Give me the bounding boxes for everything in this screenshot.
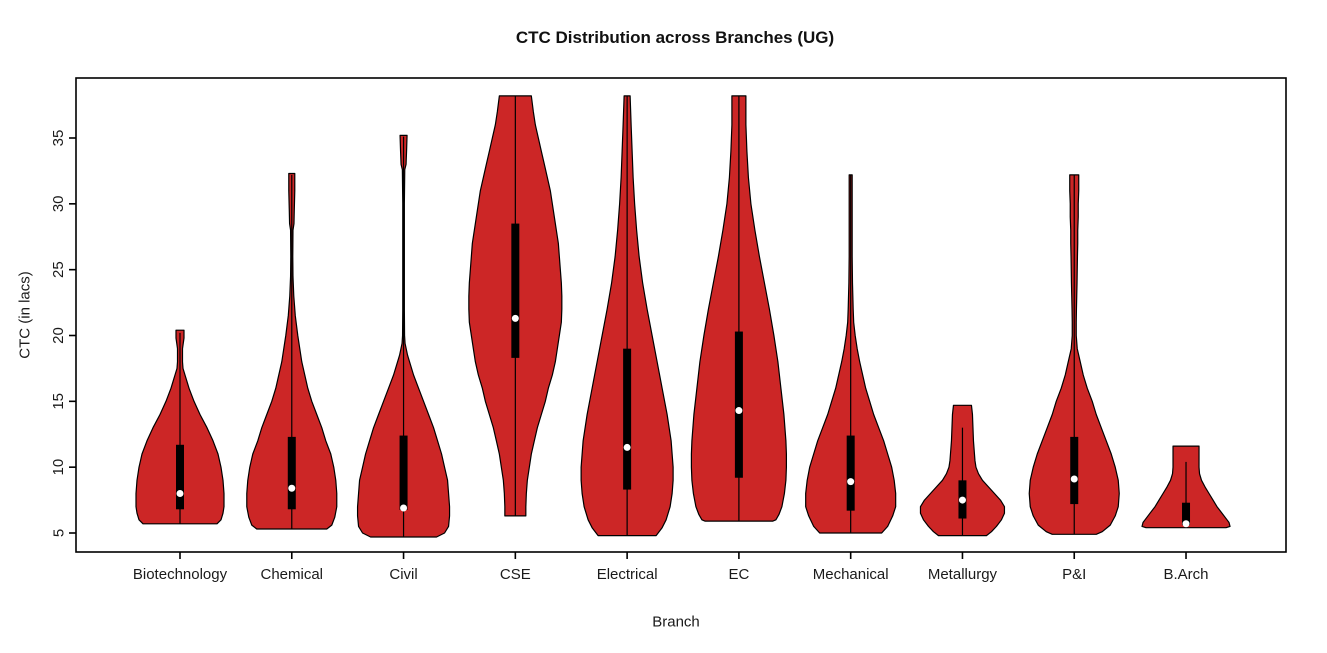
x-axis-title: Branch: [652, 613, 700, 631]
median-dot-ec: [735, 407, 743, 415]
x-tick-label-b-arch: B.Arch: [1164, 566, 1209, 583]
y-tick-label: 5: [50, 529, 67, 537]
violin-ec: [690, 95, 787, 522]
median-dot-cse: [511, 314, 519, 322]
median-dot-metallurgy: [958, 496, 966, 504]
violin-electrical: [580, 95, 674, 537]
x-tick-label-p-i: P&I: [1062, 566, 1086, 583]
violin-mechanical: [805, 174, 897, 534]
x-tick-label-electrical: Electrical: [597, 566, 658, 583]
chart-title: CTC Distribution across Branches (UG): [515, 28, 835, 47]
x-tick-label-civil: Civil: [389, 566, 417, 583]
iqr-box-p-i: [1070, 436, 1079, 505]
plot-border: [75, 77, 1287, 553]
y-tick-label: 30: [50, 195, 67, 212]
y-tick-label: 35: [50, 130, 67, 147]
median-dot-chemical: [288, 484, 296, 492]
median-dot-p-i: [1070, 475, 1078, 483]
violin-biotechnology: [135, 329, 225, 525]
violin-cse: [468, 95, 563, 517]
median-dot-b-arch: [1182, 520, 1190, 528]
iqr-box-b-arch: [1182, 502, 1191, 526]
iqr-box-ec: [734, 331, 743, 478]
x-tick-label-biotechnology: Biotechnology: [133, 566, 228, 583]
iqr-box-cse: [511, 223, 520, 358]
iqr-box-civil: [399, 435, 408, 510]
x-tick-label-mechanical: Mechanical: [813, 566, 889, 583]
median-dot-mechanical: [847, 478, 855, 486]
iqr-box-chemical: [287, 436, 296, 510]
x-tick-label-metallurgy: Metallurgy: [928, 566, 998, 583]
x-tick-label-ec: EC: [728, 566, 749, 583]
violin-chemical: [246, 172, 338, 530]
y-tick-label: 25: [50, 261, 67, 278]
iqr-box-electrical: [623, 348, 632, 490]
y-tick-label: 20: [50, 327, 67, 344]
y-tick-label: 10: [50, 459, 67, 476]
y-tick-label: 15: [50, 393, 67, 410]
median-dot-civil: [400, 504, 408, 512]
violin-metallurgy: [919, 404, 1006, 537]
violin-b-arch: [1141, 445, 1231, 529]
median-dot-biotechnology: [176, 489, 184, 497]
iqr-box-biotechnology: [176, 444, 184, 510]
violin-p-i: [1028, 174, 1120, 535]
x-tick-label-chemical: Chemical: [261, 566, 324, 583]
iqr-box-mechanical: [846, 435, 855, 511]
violin-civil: [356, 134, 451, 538]
median-dot-electrical: [623, 443, 631, 451]
x-tick-label-cse: CSE: [500, 566, 531, 583]
